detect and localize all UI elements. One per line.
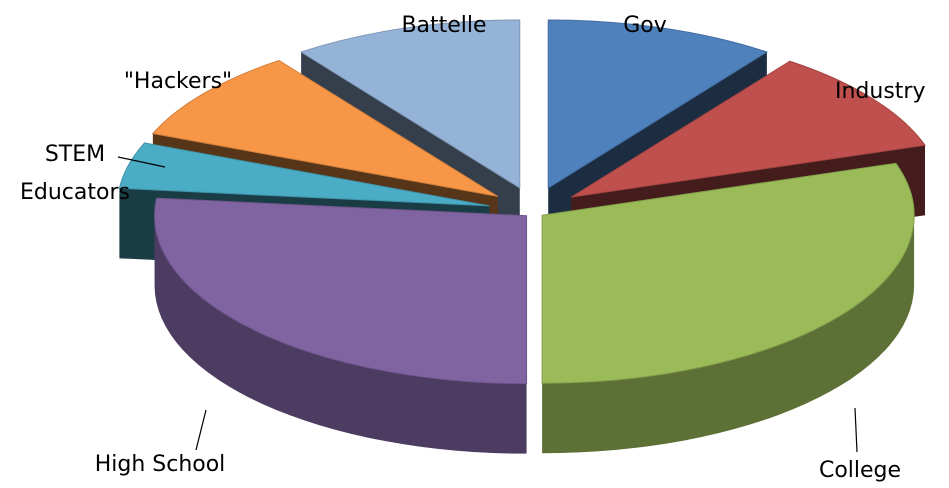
label-battelle: Battelle bbox=[401, 13, 486, 38]
label-high-school: High School bbox=[95, 452, 226, 477]
slice-college bbox=[541, 162, 915, 454]
leader-line-college bbox=[854, 407, 858, 453]
slice-top-stem-educators bbox=[118, 142, 490, 207]
label-gov: Gov bbox=[623, 13, 667, 38]
leader-line-high-school bbox=[195, 409, 207, 451]
label-college: College bbox=[819, 458, 901, 483]
pie-slices bbox=[118, 19, 926, 454]
label-stem-line2: Educators bbox=[20, 180, 130, 205]
label-industry: Industry bbox=[835, 79, 926, 104]
slice-top-gov bbox=[547, 19, 769, 189]
label-hackers: "Hackers" bbox=[124, 69, 232, 94]
slice-rim-college bbox=[542, 215, 915, 454]
leader-line-stem-educators bbox=[117, 156, 166, 168]
slice-top-high-school bbox=[154, 197, 528, 385]
slice-top-battelle bbox=[299, 19, 521, 189]
slice-rim-high-school bbox=[154, 215, 527, 454]
slice-high-school bbox=[154, 197, 528, 454]
slice-top-college bbox=[541, 162, 915, 384]
slice-top-industry bbox=[570, 60, 926, 198]
label-stem-line1: STEM bbox=[45, 142, 105, 167]
slice-top-hackers bbox=[151, 59, 499, 197]
